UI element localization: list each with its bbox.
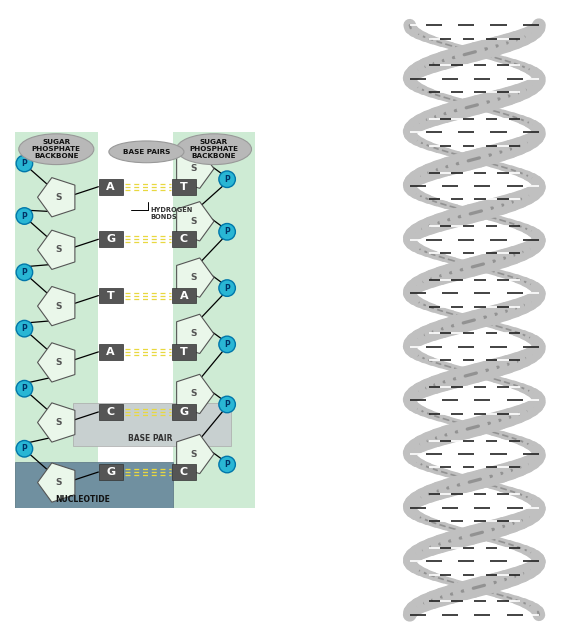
Text: C: C [180, 467, 188, 477]
Polygon shape [37, 463, 75, 502]
Bar [98, 344, 123, 360]
Text: HYDROGEN
BONDS: HYDROGEN BONDS [150, 207, 193, 220]
Text: A: A [107, 182, 115, 192]
Circle shape [219, 223, 235, 240]
Text: BASE PAIRS: BASE PAIRS [123, 149, 170, 155]
Circle shape [16, 440, 33, 457]
Bar [98, 464, 123, 480]
Text: T: T [180, 182, 188, 192]
Text: S: S [190, 449, 197, 458]
Circle shape [219, 336, 235, 353]
Text: S: S [55, 193, 62, 202]
Bar [172, 464, 196, 480]
Text: P: P [22, 444, 27, 453]
Circle shape [16, 321, 33, 337]
Text: C: C [180, 234, 188, 244]
Text: P: P [224, 227, 230, 236]
Circle shape [219, 396, 235, 413]
Text: P: P [224, 400, 230, 409]
Text: P: P [224, 340, 230, 349]
Polygon shape [37, 178, 75, 217]
Text: S: S [55, 245, 62, 254]
Bar [98, 288, 123, 303]
Polygon shape [176, 258, 214, 297]
Text: S: S [55, 478, 62, 487]
Text: P: P [22, 159, 27, 168]
Circle shape [219, 171, 235, 188]
Text: T: T [107, 291, 115, 301]
Text: SUGAR
PHOSPHATE
BACKBONE: SUGAR PHOSPHATE BACKBONE [190, 139, 239, 159]
Polygon shape [176, 202, 214, 241]
Text: P: P [22, 384, 27, 393]
Text: A: A [180, 291, 188, 301]
Text: P: P [22, 268, 27, 277]
Text: S: S [55, 301, 62, 310]
Polygon shape [37, 403, 75, 442]
Polygon shape [176, 435, 214, 474]
Bar [15, 462, 173, 508]
Bar [172, 404, 196, 420]
Text: S: S [190, 330, 197, 339]
Text: S: S [55, 418, 62, 427]
Text: A: A [107, 347, 115, 357]
Polygon shape [37, 230, 75, 269]
Polygon shape [176, 149, 214, 188]
Bar [172, 232, 196, 247]
Text: S: S [190, 164, 197, 173]
Bar [73, 403, 231, 445]
Bar [172, 288, 196, 303]
Bar [173, 132, 255, 508]
Text: P: P [224, 175, 230, 184]
Bar [172, 179, 196, 195]
Circle shape [219, 456, 235, 473]
Bar [98, 404, 123, 420]
Bar [98, 179, 123, 195]
Text: S: S [190, 390, 197, 399]
Text: S: S [55, 358, 62, 367]
Text: SUGAR
PHOSPHATE
BACKBONE: SUGAR PHOSPHATE BACKBONE [32, 139, 81, 159]
Text: G: G [179, 407, 189, 417]
Polygon shape [37, 287, 75, 326]
Text: C: C [107, 407, 115, 417]
Text: G: G [106, 467, 115, 477]
Circle shape [16, 380, 33, 397]
Text: P: P [22, 324, 27, 333]
Circle shape [16, 208, 33, 224]
Text: NUCLEOTIDE: NUCLEOTIDE [55, 495, 110, 504]
Polygon shape [176, 314, 214, 353]
Text: P: P [224, 460, 230, 469]
Polygon shape [176, 374, 214, 413]
Ellipse shape [19, 134, 94, 164]
Circle shape [16, 264, 33, 280]
Bar [98, 232, 123, 247]
Text: S: S [190, 217, 197, 226]
Text: G: G [106, 234, 115, 244]
Text: P: P [22, 211, 27, 221]
Text: P: P [224, 284, 230, 292]
Ellipse shape [176, 134, 251, 164]
Text: BASE PAIR: BASE PAIR [128, 434, 172, 443]
Text: S: S [190, 273, 197, 282]
Circle shape [219, 280, 235, 296]
Ellipse shape [109, 141, 184, 163]
Bar [172, 344, 196, 360]
Bar [15, 132, 98, 508]
Polygon shape [37, 343, 75, 382]
Text: T: T [180, 347, 188, 357]
Circle shape [16, 156, 33, 172]
